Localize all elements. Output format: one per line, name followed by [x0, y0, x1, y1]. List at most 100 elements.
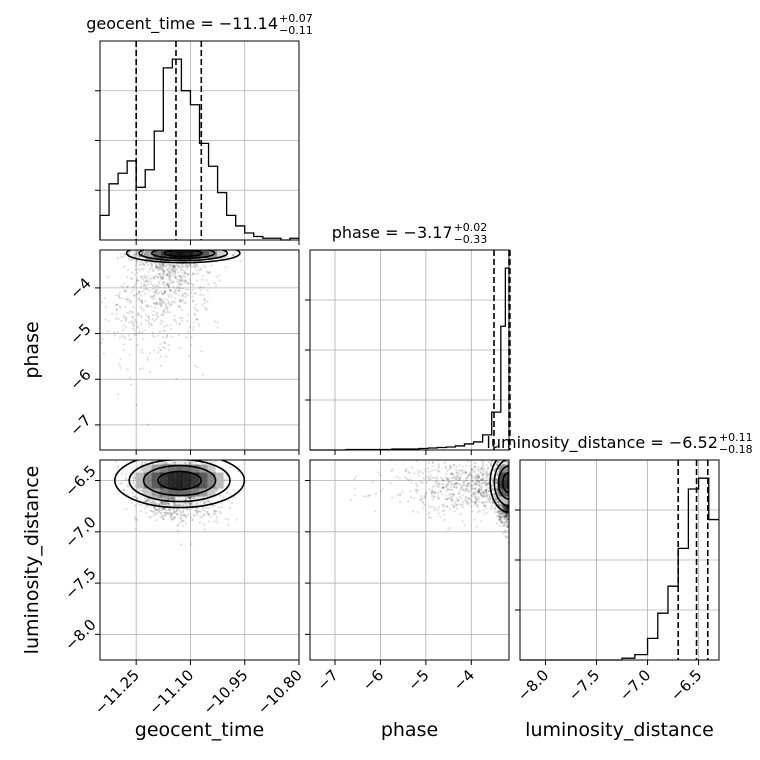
sample-point	[193, 266, 197, 270]
sample-point	[170, 455, 172, 457]
sample-point	[136, 250, 139, 253]
sample-point	[160, 303, 163, 306]
sample-point	[180, 280, 183, 283]
sample-point	[144, 276, 147, 279]
sample-point	[207, 520, 211, 523]
sample-point	[213, 457, 215, 459]
sample-point	[148, 515, 151, 519]
sample-point	[469, 484, 472, 487]
sample-point	[154, 502, 158, 505]
sample-point	[194, 272, 197, 276]
sample-point	[148, 267, 152, 270]
sample-point	[176, 268, 179, 271]
sample-point	[136, 251, 139, 254]
sample-point	[505, 508, 508, 511]
sample-point	[130, 319, 133, 322]
sample-point	[167, 301, 170, 305]
sample-point	[160, 502, 163, 505]
sample-point	[199, 293, 202, 296]
sample-point	[184, 456, 186, 458]
sample-point	[167, 282, 170, 285]
sample-point	[161, 516, 164, 519]
sample-point	[181, 519, 184, 523]
sample-point	[128, 376, 131, 379]
sample-point	[185, 268, 188, 271]
sample-point	[143, 454, 145, 456]
sample-point	[173, 291, 176, 294]
sample-point	[181, 294, 184, 298]
sample-point	[162, 274, 165, 277]
sample-point	[136, 498, 139, 501]
sample-point	[178, 281, 181, 284]
sample-point	[190, 543, 193, 546]
sample-point	[449, 465, 452, 468]
sample-point	[368, 493, 371, 496]
sample-point	[153, 286, 157, 289]
sample-point	[177, 266, 180, 269]
sample-point	[466, 485, 469, 488]
sample-point	[126, 284, 129, 287]
sample-point	[129, 250, 132, 253]
sample-point	[133, 477, 137, 480]
sample-point	[187, 497, 190, 500]
sample-point	[161, 503, 164, 506]
sample-point	[196, 309, 199, 312]
sample-point	[145, 504, 148, 507]
sample-point	[172, 266, 175, 269]
sample-point	[474, 481, 477, 484]
sample-point	[164, 511, 167, 514]
sample-point	[180, 512, 183, 515]
sample-point	[210, 455, 212, 457]
sample-point	[496, 489, 499, 492]
sample-point	[496, 463, 499, 466]
sample-point	[138, 460, 141, 463]
sample-point	[115, 313, 118, 316]
sample-point	[213, 281, 216, 285]
sample-point	[415, 491, 418, 494]
sample-point	[172, 498, 175, 502]
sample-point	[157, 351, 160, 354]
sample-point	[163, 301, 166, 304]
sample-point	[175, 377, 178, 380]
sample-point	[234, 251, 237, 254]
sample-point	[441, 504, 444, 507]
sample-point	[182, 269, 185, 272]
sample-point	[195, 461, 198, 464]
sample-point	[174, 270, 177, 273]
sample-point	[186, 294, 189, 297]
sample-point	[129, 383, 133, 386]
sample-point	[127, 252, 131, 255]
sample-point	[126, 276, 129, 279]
sample-point	[163, 451, 165, 453]
sample-point	[166, 512, 169, 515]
sample-point	[164, 304, 167, 308]
sample-point	[498, 516, 502, 519]
sample-point	[504, 508, 507, 511]
sample-point	[162, 298, 165, 301]
sample-point	[142, 263, 145, 266]
sample-point	[140, 307, 143, 311]
sample-point	[151, 314, 154, 317]
sample-point	[144, 511, 148, 515]
sample-point	[140, 468, 143, 471]
sample-point	[442, 483, 445, 486]
sample-point	[163, 274, 166, 277]
sample-point	[214, 510, 217, 513]
sample-point	[156, 284, 159, 288]
sample-point	[449, 493, 452, 496]
sample-point	[147, 319, 150, 323]
sample-point	[162, 292, 166, 295]
sample-point	[183, 513, 186, 517]
sample-point	[179, 287, 182, 290]
sample-point	[140, 275, 143, 279]
sample-point	[459, 503, 462, 506]
sample-point	[159, 512, 162, 515]
sample-point	[155, 519, 158, 522]
sample-point	[148, 325, 151, 328]
sample-point	[465, 489, 468, 492]
sample-point	[163, 347, 166, 350]
sample-point	[161, 496, 164, 500]
sample-point	[160, 277, 163, 280]
sample-point	[155, 509, 158, 512]
sample-point	[473, 518, 476, 521]
